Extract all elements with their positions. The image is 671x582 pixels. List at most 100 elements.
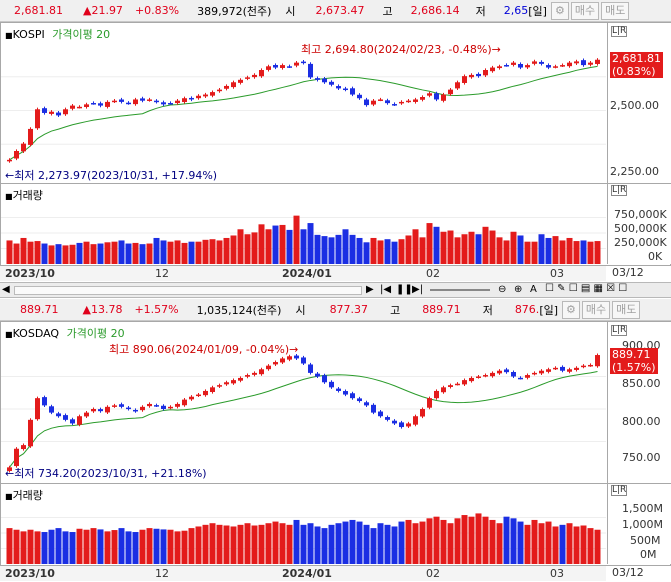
- kospi-sell-button[interactable]: 매도: [601, 1, 630, 20]
- candle-body: [56, 413, 61, 417]
- volume-bar: [573, 241, 580, 264]
- volume-bar: [6, 240, 13, 264]
- font-button[interactable]: A: [530, 284, 537, 295]
- scroll-track[interactable]: [14, 286, 362, 295]
- volume-bar: [419, 237, 426, 264]
- volume-bar: [377, 523, 384, 564]
- candle-body: [154, 100, 159, 103]
- candle-body: [287, 66, 292, 68]
- volume-bar: [412, 229, 419, 264]
- kosdaq-volume-chart[interactable]: [1, 484, 606, 564]
- zoom-out-button[interactable]: ⊖: [498, 284, 507, 295]
- candle-body: [308, 364, 313, 373]
- candle-body: [371, 100, 376, 105]
- kospi-price: 2,681.81: [14, 4, 63, 17]
- kosdaq-price-scale[interactable]: L|R 900.00 850.00 800.00 750.00: [607, 322, 671, 483]
- go-last-button[interactable]: ▶|: [412, 284, 424, 295]
- candle-body: [392, 420, 397, 424]
- volume-bar: [370, 528, 377, 564]
- candle-body: [574, 61, 579, 64]
- kosdaq-scale-toggle-icon[interactable]: L|R: [611, 325, 628, 336]
- kosdaq-settings-icon[interactable]: ⚙: [562, 300, 580, 319]
- candle-body: [532, 61, 537, 64]
- candle-body: [7, 159, 12, 162]
- candle-body: [77, 106, 82, 109]
- volume-bar: [90, 528, 97, 564]
- kospi-period[interactable]: [일]: [528, 4, 547, 18]
- kosdaq-price-panel[interactable]: L|R 900.00 850.00 800.00 750.00 889.71 (…: [0, 321, 671, 484]
- kospi-vol-toggle-icon[interactable]: L|R: [611, 185, 628, 196]
- volume-bar: [153, 528, 160, 564]
- candle-body: [392, 104, 397, 106]
- kospi-scale-toggle-icon[interactable]: L|R: [611, 26, 628, 37]
- go-first-button[interactable]: |◀: [380, 284, 392, 295]
- kosdaq-vtick-500: 500M: [630, 534, 661, 547]
- candle-body: [238, 79, 243, 83]
- volume-bar: [286, 524, 293, 564]
- candle-body: [196, 95, 201, 99]
- kosdaq-volume-scale[interactable]: L|R 1,500M 1,000M 500M 0M: [607, 484, 671, 564]
- volume-bar: [230, 235, 237, 264]
- candle-body: [35, 109, 40, 129]
- kospi-volume-scale[interactable]: L|R 750,000K 500,000K 250,000K 0K: [607, 184, 671, 264]
- volume-bar: [104, 531, 111, 564]
- volume-bar: [356, 237, 363, 264]
- kosdaq-ma-label: 가격이평 20: [66, 327, 125, 340]
- volume-bar: [62, 245, 69, 264]
- volume-bar: [139, 244, 146, 264]
- kosdaq-vol-toggle-icon[interactable]: L|R: [611, 485, 628, 496]
- kospi-volume-chart[interactable]: [1, 184, 606, 264]
- volume-bar: [69, 244, 76, 264]
- candle-body: [14, 448, 19, 467]
- candle-body: [126, 102, 131, 105]
- kosdaq-period[interactable]: [일]: [539, 303, 559, 317]
- kosdaq-buy-button[interactable]: 매수: [581, 300, 611, 319]
- candle-body: [490, 67, 495, 72]
- kospi-price-panel[interactable]: L|R 2,500.00 2,250.00 2,681.81 (0.83%) ■…: [0, 22, 671, 184]
- candle-body: [273, 64, 278, 68]
- volume-bar: [55, 244, 62, 264]
- volume-bar: [6, 528, 13, 564]
- candle-body: [252, 74, 257, 78]
- volume-bar: [258, 224, 265, 264]
- candle-body: [420, 409, 425, 417]
- candle-body: [28, 128, 33, 145]
- kospi-candle-chart[interactable]: [1, 23, 606, 183]
- zoom-slider[interactable]: [430, 289, 490, 291]
- pause-button[interactable]: ❚❚: [396, 284, 413, 295]
- candle-body: [49, 406, 54, 413]
- kospi-vtick-750: 750,000K: [614, 208, 667, 221]
- volume-bar: [426, 223, 433, 264]
- kosdaq-candle-chart[interactable]: [1, 322, 606, 483]
- kospi-price-scale[interactable]: L|R 2,500.00 2,250.00: [607, 23, 671, 183]
- candle-body: [245, 375, 250, 377]
- kosdaq-x-axis: 2023/10 12 2024/01 02 03: [0, 565, 606, 581]
- candle-body: [441, 387, 446, 393]
- kosdaq-min-annotation: ←최저 734.20(2023/10/31, +21.18%): [5, 467, 207, 480]
- kospi-xlabel-02: 02: [426, 267, 440, 280]
- volume-bar: [363, 242, 370, 264]
- zoom-in-button[interactable]: ⊕: [514, 284, 523, 295]
- volume-bar: [594, 241, 601, 264]
- chart-control-bar: ◀ ▶ |◀ ❚❚ ▶| ⊖ ⊕ A ☐ ✎ ☐ ▤ ▦ ☒ ☐: [0, 282, 671, 298]
- kospi-low-label: 저: [475, 4, 486, 18]
- tool-icons[interactable]: ☐ ✎ ☐ ▤ ▦ ☒ ☐: [545, 283, 628, 294]
- kosdaq-current-price-tag: 889.71 (1.57%): [610, 348, 658, 374]
- scroll-right-icon[interactable]: ▶: [366, 284, 374, 295]
- volume-bar: [48, 529, 55, 564]
- kosdaq-volume-panel[interactable]: L|R 1,500M 1,000M 500M 0M ■거래량: [0, 484, 671, 566]
- kospi-buy-button[interactable]: 매수: [570, 1, 600, 20]
- kosdaq-tag-pct: (1.57%): [612, 361, 656, 374]
- kospi-settings-icon[interactable]: ⚙: [550, 1, 569, 20]
- volume-bar: [41, 243, 48, 264]
- volume-bar: [489, 230, 496, 264]
- volume-bar: [454, 237, 461, 264]
- candle-body: [301, 357, 306, 364]
- kosdaq-sell-button[interactable]: 매도: [612, 300, 641, 319]
- scroll-left-icon[interactable]: ◀: [2, 284, 10, 295]
- kospi-volume-panel[interactable]: L|R 750,000K 500,000K 250,000K 0K ■거래량: [0, 184, 671, 266]
- candle-body: [434, 93, 439, 100]
- candle-body: [147, 99, 152, 101]
- candle-body: [497, 370, 502, 374]
- volume-bar: [97, 529, 104, 564]
